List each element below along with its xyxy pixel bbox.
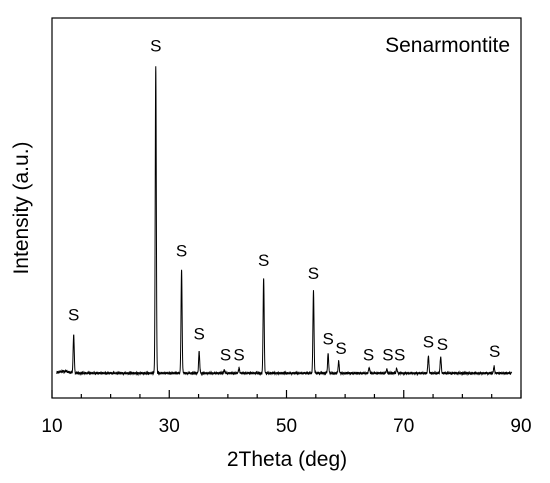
plot-frame [51, 17, 522, 399]
peak-label: S [258, 251, 269, 270]
x-axis-ticks [51, 390, 522, 398]
peak-label: S [394, 345, 405, 364]
x-tick-label: 50 [276, 416, 297, 437]
peak-label: S [150, 37, 161, 56]
peak-label: S [335, 339, 346, 358]
peak-label: S [322, 329, 333, 348]
legend-label: Senarmontite [385, 34, 510, 57]
peak-label: S [423, 333, 434, 352]
x-axis-tick-labels: 10 30 50 70 90 [41, 416, 531, 437]
x-tick-label: 70 [393, 416, 414, 437]
peak-label: S [68, 305, 79, 324]
peak-label: S [382, 345, 393, 364]
peak-label: S [233, 345, 244, 364]
peak-label: S [437, 335, 448, 354]
x-tick-label: 30 [159, 416, 180, 437]
y-axis-title: Intensity (a.u.) [10, 141, 33, 274]
peak-label: S [308, 264, 319, 283]
x-tick-label: 90 [510, 416, 531, 437]
peak-label: S [489, 342, 500, 361]
peak-label: S [176, 241, 187, 260]
peak-label: S [363, 345, 374, 364]
peak-label: S [220, 345, 231, 364]
diffraction-pattern-line [56, 66, 513, 377]
peak-label: S [193, 325, 204, 344]
x-axis-title: 2Theta (deg) [227, 448, 347, 471]
x-tick-label: 10 [41, 416, 62, 437]
